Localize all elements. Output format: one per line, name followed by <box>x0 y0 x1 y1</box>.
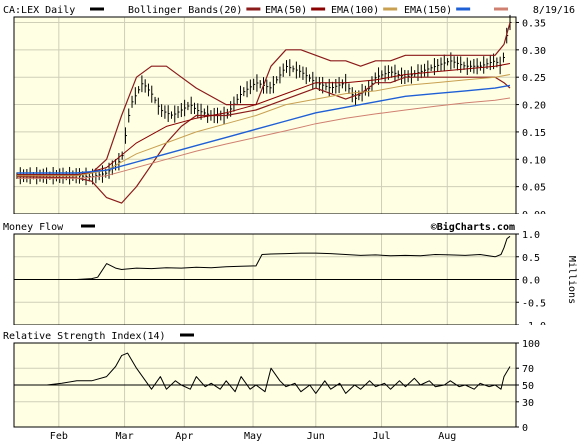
x-tick-label: May <box>244 431 262 442</box>
x-axis: Feb Mar Apr May Jun Jul Aug <box>50 431 456 442</box>
y-tick-label: 0.25 <box>522 73 546 84</box>
rsi-series-layer <box>14 352 516 394</box>
x-tick-label: Aug <box>438 431 456 442</box>
legend-label: EMA(100) <box>331 5 379 16</box>
watermark: ©BigCharts.com <box>431 221 515 233</box>
money-flow-ylabel: Millions <box>566 256 577 304</box>
price-series-layer <box>16 14 512 204</box>
y-tick-label: 1.0 <box>522 230 540 241</box>
ema-150-line <box>17 84 511 174</box>
money-flow-panel: Money Flow ©BigCharts.com 1.00.50.0-0.5-… <box>0 214 579 332</box>
money-flow-series-layer <box>14 235 516 280</box>
legend-label: EMA(50) <box>265 5 307 16</box>
bollinger-bands-20-line <box>17 22 511 176</box>
y-tick-label: 0 <box>522 423 528 434</box>
x-tick-label: Apr <box>175 431 193 442</box>
legend-label: EMA(150) <box>404 5 452 16</box>
indicator-legend: Bollinger Bands(20) EMA(50) EMA(100) EMA(15… <box>128 5 508 16</box>
y-tick-label: 0.30 <box>522 46 546 57</box>
y-tick-label: 50 <box>522 381 534 392</box>
x-tick-label: Feb <box>50 431 68 442</box>
chart-header: CA:LEX Daily Bollinger Bands(20) EMA(50) E… <box>3 5 575 16</box>
x-tick-label: Jul <box>372 431 390 442</box>
bollinger-bands-20-line <box>16 76 511 204</box>
relative-strength-index-14-line <box>17 352 511 394</box>
x-tick-label: Mar <box>116 431 134 442</box>
y-tick-label: 0.5 <box>522 253 540 264</box>
date-label: 8/19/16 <box>533 5 575 16</box>
rsi-panel: Relative Strength Index(14) 100 70 50 30 0 <box>0 325 579 434</box>
x-tick-label: Jun <box>307 431 325 442</box>
extra-average-line <box>17 97 511 179</box>
money-flow-title: Money Flow <box>3 222 64 233</box>
price-panel-background <box>14 17 516 214</box>
legend-label: Bollinger Bands(20) <box>128 5 242 16</box>
rsi-title: Relative Strength Index(14) <box>3 331 166 342</box>
ema-100-line <box>17 74 511 177</box>
y-tick-label: 0.20 <box>522 101 546 112</box>
y-tick-label: 30 <box>522 398 534 409</box>
y-tick-label: 0.10 <box>522 155 546 166</box>
y-tick-label: 0.05 <box>522 183 546 194</box>
money-flow-line <box>76 235 511 280</box>
y-tick-label: -0.5 <box>522 298 546 309</box>
money-flow-header-strip <box>0 214 579 234</box>
rsi-header-strip <box>0 325 579 343</box>
price-panel: 0.000.050.100.150.200.250.300.35 <box>13 14 546 221</box>
symbol-label: CA:LEX Daily <box>3 5 75 16</box>
y-tick-label: 70 <box>522 364 534 375</box>
rsi-y-axis: 100 70 50 30 0 <box>516 339 540 434</box>
ema-50-line <box>17 63 511 177</box>
y-tick-label: 100 <box>522 339 540 350</box>
y-tick-label: 0.15 <box>522 128 546 139</box>
y-tick-label: 0.35 <box>522 18 546 29</box>
y-tick-label: 0.0 <box>522 276 540 287</box>
